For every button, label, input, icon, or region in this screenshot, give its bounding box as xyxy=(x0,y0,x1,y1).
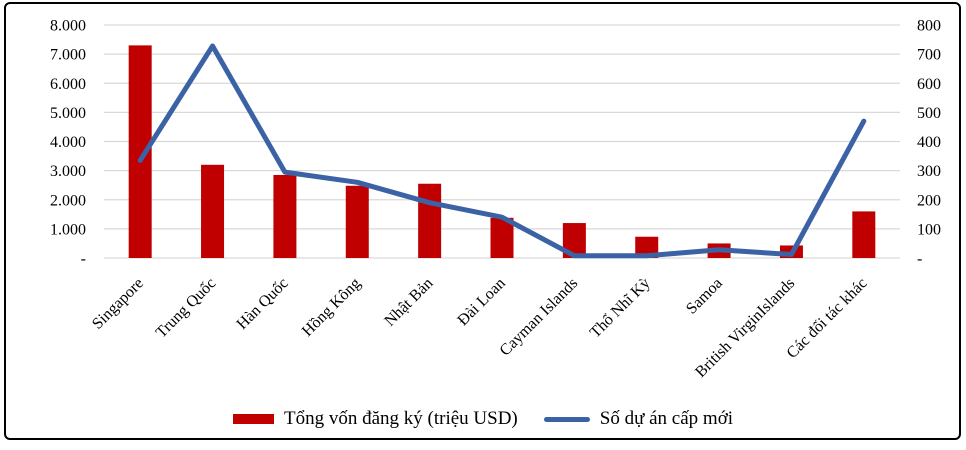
bar xyxy=(635,236,659,258)
line-path xyxy=(137,43,867,259)
x-tick-label: Cayman Islands xyxy=(497,275,582,360)
bar-swatch-icon xyxy=(232,414,274,424)
y-tick-label-right: 100 xyxy=(917,221,941,238)
y-tick-label-right: 500 xyxy=(917,105,941,122)
y-tick-label-right: 300 xyxy=(917,163,941,180)
x-tick-label: Hồng Kông xyxy=(299,275,364,340)
bar xyxy=(852,211,876,258)
line-swatch-icon xyxy=(543,416,590,422)
y-tick-label-right: 600 xyxy=(917,76,941,93)
y-tick-label-left: 2.000 xyxy=(50,192,86,209)
x-tick-label: Samoa xyxy=(683,275,726,318)
legend-item-bars: Tổng vốn đăng ký (triệu USD) xyxy=(232,408,518,430)
y-axis-left: 8.000 7.000 6.000 5.000 4.000 3.000 2.000 1.000… xyxy=(50,18,86,268)
bar xyxy=(490,217,514,258)
bar xyxy=(418,183,442,258)
y-tick-label-right: 800 xyxy=(917,18,941,35)
y-tick-label-right: 400 xyxy=(917,134,941,151)
legend-item-line: Số dự án cấp mới xyxy=(543,408,734,430)
line-series xyxy=(137,43,867,259)
y-tick-label-left: 5.000 xyxy=(50,105,86,122)
bar xyxy=(345,185,369,258)
legend-bar-label: Tổng vốn đăng ký (triệu USD) xyxy=(283,408,518,429)
bar xyxy=(562,223,586,258)
bar-series xyxy=(128,45,876,259)
y-tick-label-left: 4.000 xyxy=(50,134,86,151)
y-tick-label-right: 700 xyxy=(917,47,941,64)
x-tick-label: Nhật Bản xyxy=(381,275,436,330)
y-tick-label-left: 6.000 xyxy=(50,76,86,93)
y-tick-label-left: - xyxy=(81,251,86,268)
y-tick-label-left: 3.000 xyxy=(50,163,86,180)
y-axis-right: 800 700 600 500 400 300 200 100 - xyxy=(917,18,941,268)
legend: Tổng vốn đăng ký (triệu USD) Số dự án cấ… xyxy=(0,408,966,430)
bar xyxy=(273,174,297,258)
y-tick-label-left: 1.000 xyxy=(50,221,86,238)
legend-line-label: Số dự án cấp mới xyxy=(599,408,734,429)
bar xyxy=(128,45,152,259)
y-tick-label-right: 200 xyxy=(917,192,941,209)
x-tick-label: Thổ Nhĩ Kỳ xyxy=(587,275,654,342)
x-axis-labels: Singapore Trung Quốc Hàn Quốc Hồng Kông Nhật… xyxy=(89,275,871,381)
x-tick-label: Hàn Quốc xyxy=(234,275,292,333)
x-tick-label: Singapore xyxy=(89,275,147,333)
x-tick-label: Trung Quốc xyxy=(153,275,220,342)
x-tick-label: Đài Loan xyxy=(454,275,508,329)
chart-border-frame xyxy=(4,2,961,440)
y-tick-label-left: 7.000 xyxy=(50,47,86,64)
y-tick-label-left: 8.000 xyxy=(50,18,86,35)
bar xyxy=(201,164,225,258)
y-tick-label-right: - xyxy=(917,251,922,268)
